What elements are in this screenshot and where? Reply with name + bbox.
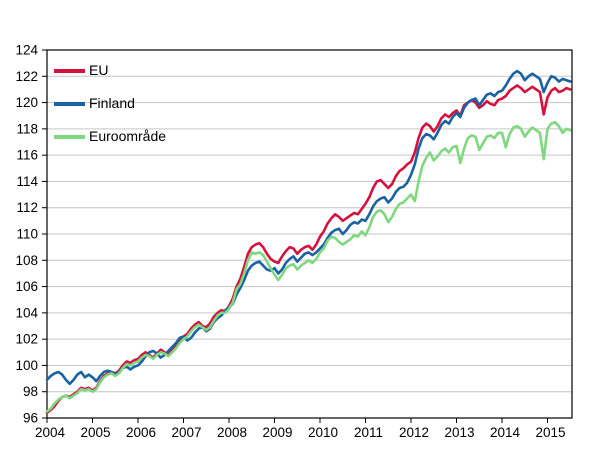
chart-legend: EU Finland Euroområde [54,61,166,146]
y-tick-label: 112 [16,200,38,215]
legend-label-eu: EU [89,62,109,78]
y-tick-label: 96 [23,411,38,426]
euro-area-line-swatch [54,134,85,139]
legend-item-euro-area: Euroområde [54,127,166,146]
x-tick-label: 2011 [354,425,383,440]
y-tick-label: 104 [15,305,38,320]
series-line-euroomr-de [45,120,572,413]
x-tick-label: 2006 [126,425,156,440]
legend-label-euro-area: Euroområde [89,128,167,144]
x-tick-label: 2013 [444,425,474,440]
y-tick-label: 100 [15,358,38,373]
y-tick-label: 124 [15,43,38,58]
x-tick-label: 2008 [217,425,247,440]
x-tick-label: 2004 [35,425,66,440]
y-tick-label: 114 [16,174,38,189]
y-tick-label: 116 [16,148,38,163]
legend-item-eu: EU [54,61,166,80]
y-tick-label: 122 [15,69,38,84]
y-tick-label: 120 [15,95,38,110]
legend-item-finland: Finland [54,94,166,113]
y-tick-label: 106 [15,279,38,294]
x-tick-label: 2005 [80,425,110,440]
series-line-finland [45,69,572,386]
x-tick-label: 2007 [171,425,201,440]
x-tick-label: 2014 [490,425,521,440]
y-tick-label: 110 [16,227,38,242]
finland-line-swatch [54,101,85,106]
y-tick-label: 108 [15,253,38,268]
y-tick-label: 118 [16,121,38,136]
x-tick-label: 2015 [535,425,565,440]
x-tick-label: 2010 [308,425,338,440]
y-tick-label: 102 [15,332,38,347]
y-tick-label: 98 [23,384,38,399]
x-tick-label: 2012 [399,425,429,440]
legend-label-finland: Finland [89,95,135,111]
x-tick-label: 2009 [262,425,292,440]
series-line-eu [45,84,572,415]
eu-line-swatch [54,68,85,73]
